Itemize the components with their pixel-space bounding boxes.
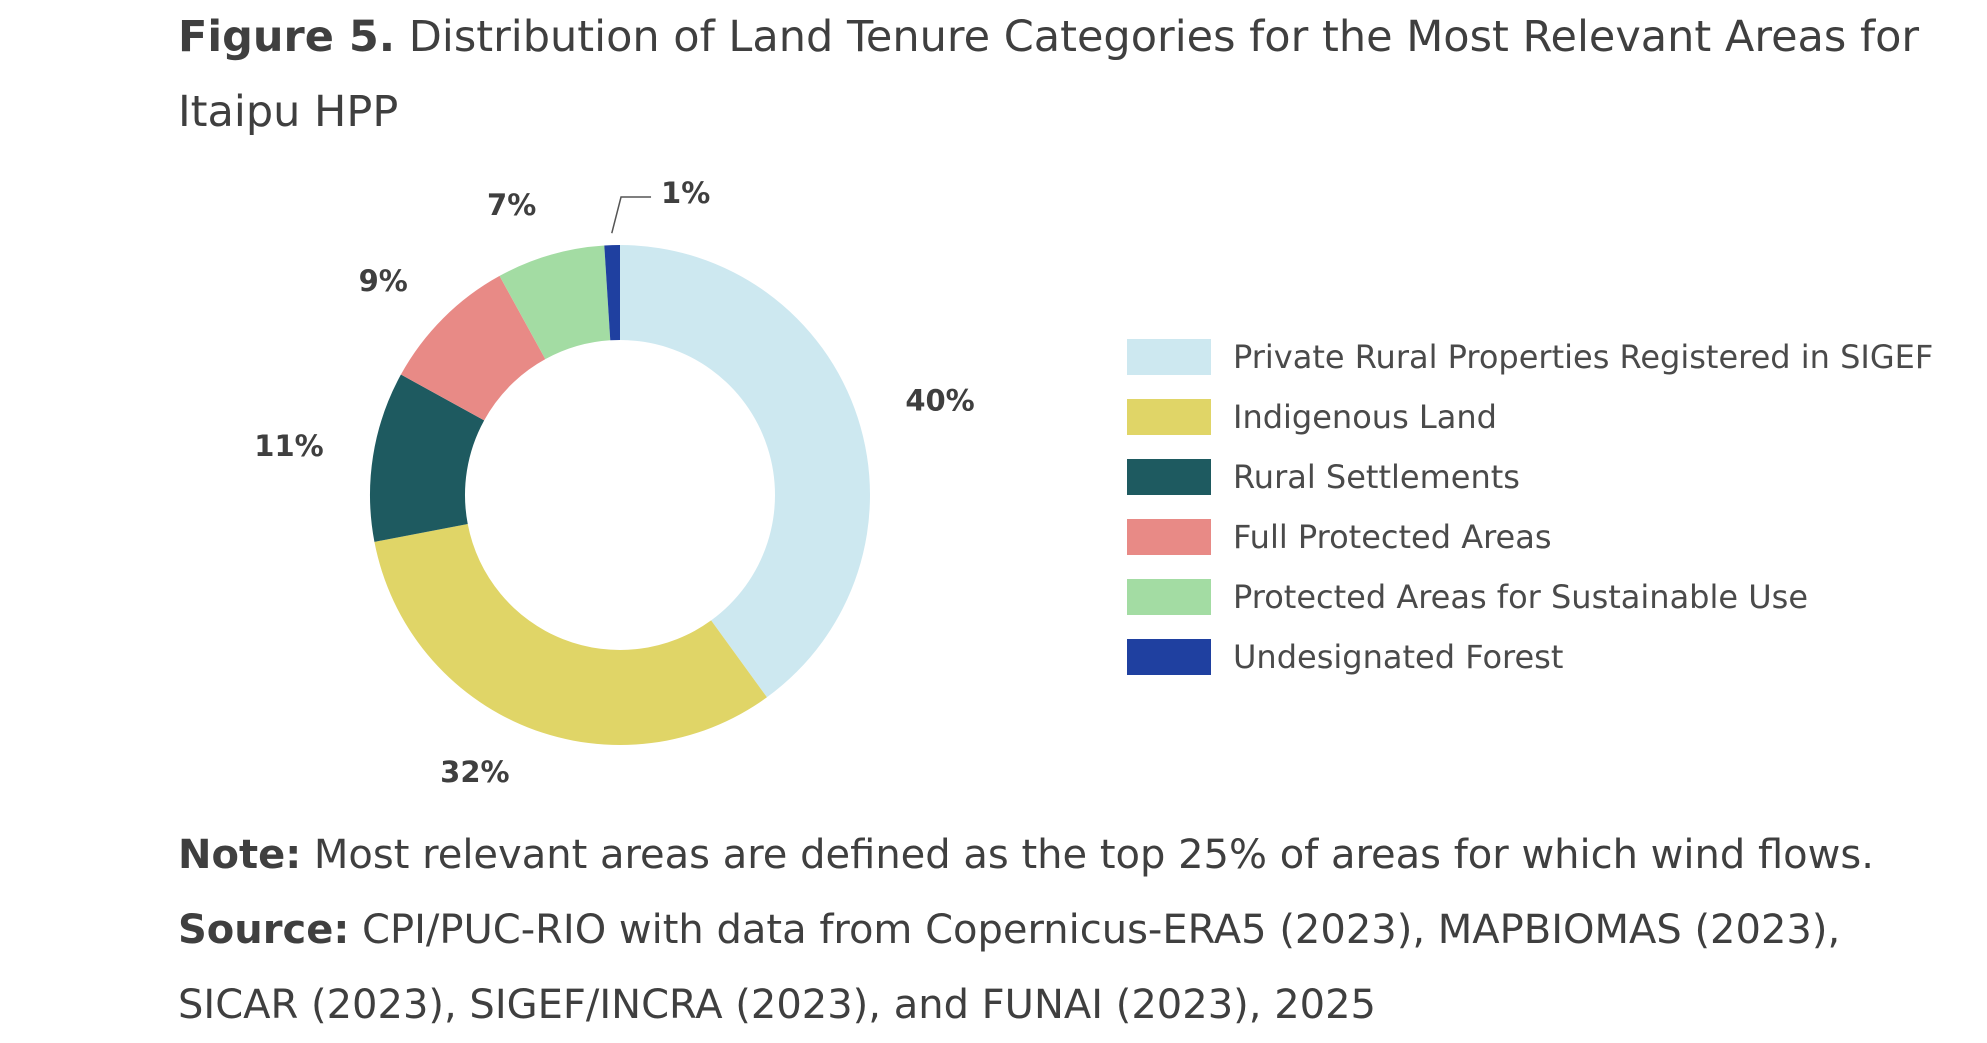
note-label: Note: (178, 832, 302, 878)
figure-title: Figure 5. Distribution of Land Tenure Ca… (178, 0, 1938, 150)
figure-title-text: Distribution of Land Tenure Categories f… (178, 12, 1920, 137)
legend-label: Full Protected Areas (1233, 518, 1552, 556)
legend-item-rural-settlements: Rural Settlements (1127, 447, 1933, 507)
legend-item-full-protected-areas: Full Protected Areas (1127, 507, 1933, 567)
slice-label-protected-areas-for-sustainable-use: 7% (487, 188, 536, 222)
source-line: Source: CPI/PUC-RIO with data from Coper… (178, 893, 1968, 1043)
source-text: CPI/PUC-RIO with data from Copernicus-ER… (178, 907, 1841, 1028)
note-text: Most relevant areas are defined as the t… (313, 832, 1874, 878)
slice-label-full-protected-areas: 9% (359, 264, 408, 298)
slice-protected-areas-for-sustainable-use (499, 245, 611, 360)
legend-label: Indigenous Land (1233, 398, 1497, 436)
legend-swatch (1127, 399, 1211, 435)
slice-label-private-rural-properties-registered-in-sigef: 40% (905, 383, 974, 417)
legend-swatch (1127, 639, 1211, 675)
donut-chart: 40% 32% 11% 9% 7% 1% (254, 176, 974, 789)
legend-swatch (1127, 339, 1211, 375)
slice-undesignated-forest (604, 245, 620, 341)
figure-notes: Note: Most relevant areas are defined as… (178, 818, 1968, 1043)
legend-item-indigenous-land: Indigenous Land (1127, 387, 1933, 447)
slice-rural-settlements (370, 374, 485, 542)
note-line: Note: Most relevant areas are defined as… (178, 818, 1968, 893)
legend-label: Rural Settlements (1233, 458, 1520, 496)
legend-swatch (1127, 579, 1211, 615)
slice-private-rural-properties-registered-in-sigef (620, 245, 871, 698)
source-label: Source: (178, 907, 350, 953)
legend-item-private-rural-properties-registered-in-sigef: Private Rural Properties Registered in S… (1127, 327, 1933, 387)
chart-legend: Private Rural Properties Registered in S… (1127, 327, 1933, 687)
legend-label: Undesignated Forest (1233, 638, 1564, 676)
slice-full-protected-areas (400, 275, 546, 421)
leader-line (611, 196, 652, 234)
slice-label-rural-settlements: 11% (254, 429, 323, 463)
legend-swatch (1127, 459, 1211, 495)
legend-item-undesignated-forest: Undesignated Forest (1127, 627, 1933, 687)
legend-item-protected-areas-for-sustainable-use: Protected Areas for Sustainable Use (1127, 567, 1933, 627)
legend-label: Protected Areas for Sustainable Use (1233, 578, 1809, 616)
slice-indigenous-land (374, 524, 767, 745)
figure-number: Figure 5. (178, 12, 396, 62)
legend-label: Private Rural Properties Registered in S… (1233, 338, 1934, 376)
slice-label-indigenous-land: 32% (440, 755, 509, 789)
legend-swatch (1127, 519, 1211, 555)
slice-label-undesignated-forest: 1% (661, 176, 710, 210)
